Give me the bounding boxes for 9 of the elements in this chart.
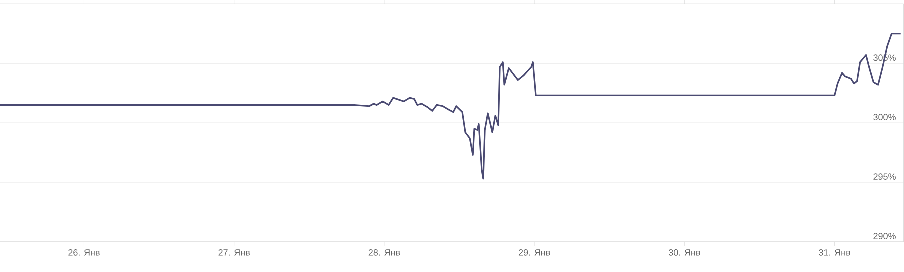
x-tick-label: 27. Янв [218,250,250,256]
y-tick-label: 290% [874,233,896,240]
y-tick-label: 295% [874,174,896,180]
x-tick-label: 26. Янв [68,250,100,256]
y-tick-label: 300% [874,114,896,121]
x-tick-label: 28. Янв [368,250,400,256]
x-tick-label: 29. Янв [518,250,550,256]
x-tick-label: 31. Янв [819,250,850,256]
x-tick-label: 30. Янв [668,250,700,256]
